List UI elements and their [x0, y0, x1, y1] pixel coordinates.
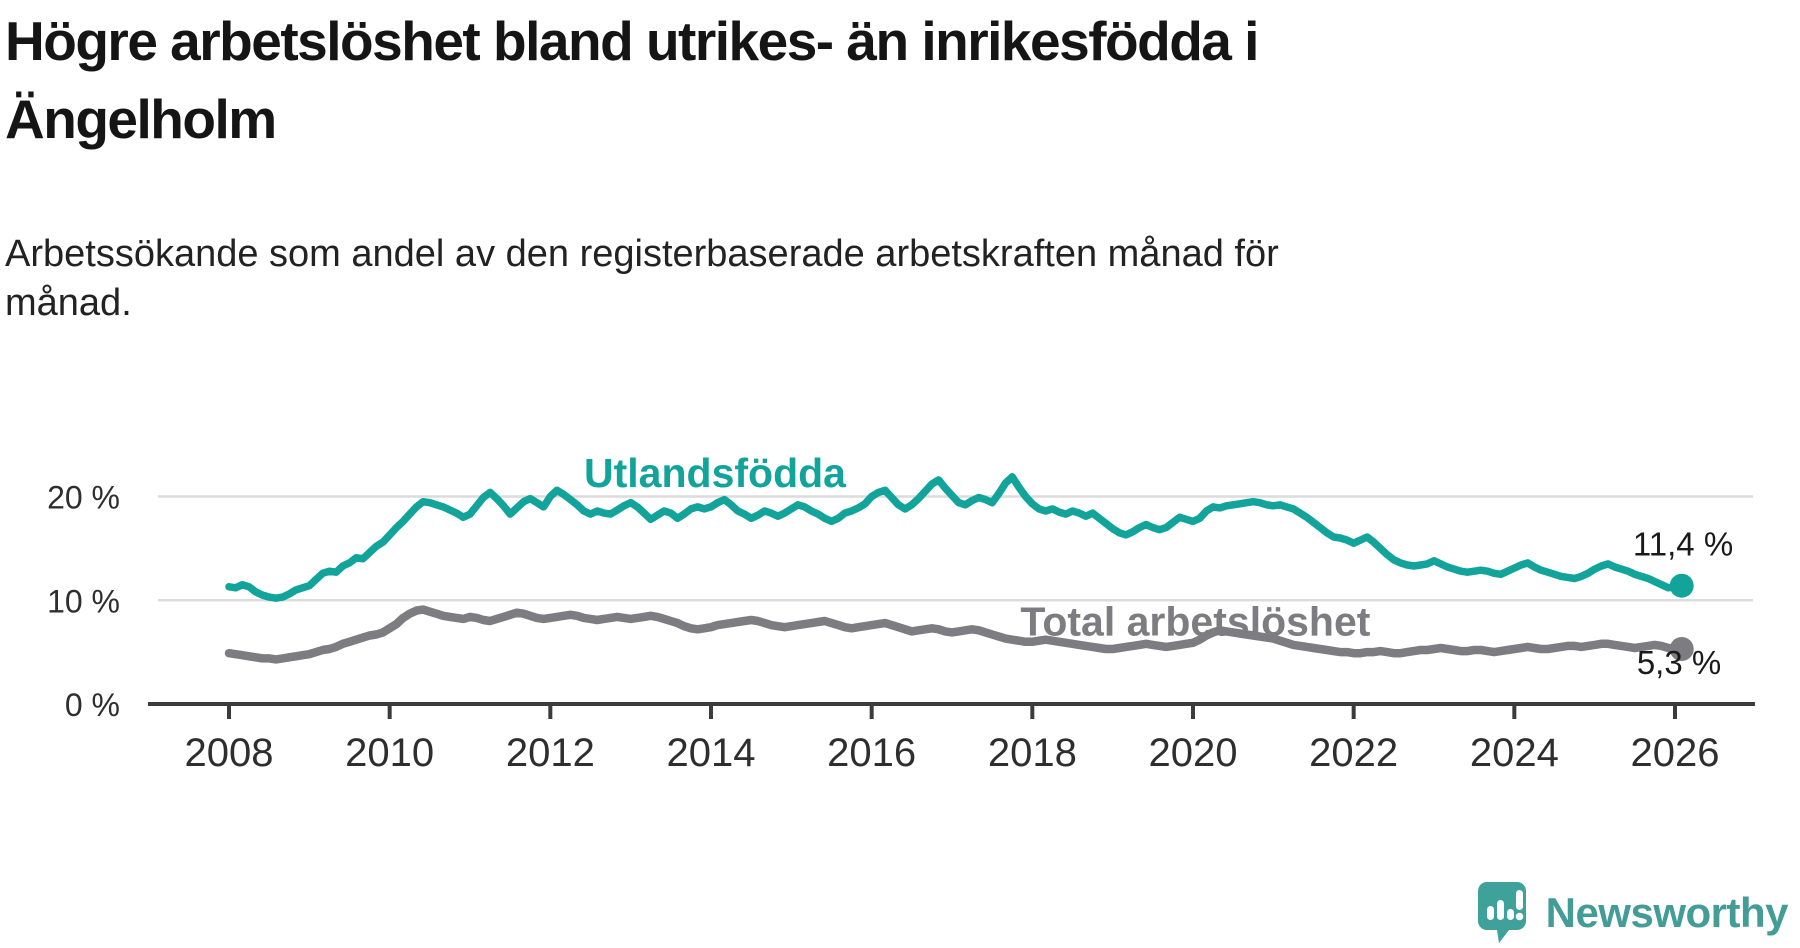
series-end-dot-utlandsfodda	[1669, 573, 1694, 598]
x-axis-label-2008: 2008	[185, 731, 274, 775]
x-axis-label-2020: 2020	[1149, 731, 1238, 775]
x-axis-label-2012: 2012	[506, 731, 595, 775]
series-label-total: Total arbetslöshet	[1020, 599, 1370, 645]
x-axis-label-2024: 2024	[1470, 731, 1559, 775]
x-axis-label-2026: 2026	[1631, 731, 1720, 775]
newsworthy-brand: Newsworthy	[1477, 882, 1789, 944]
x-axis-label-2010: 2010	[345, 731, 434, 775]
x-axis-label-2014: 2014	[667, 731, 756, 775]
page-title-line-1: Högre arbetslöshet bland utrikes- än inr…	[5, 10, 1259, 72]
page-title-line-2: Ängelholm	[5, 88, 277, 150]
end-value-label-utlandsfodda: 11,4 %	[1633, 526, 1733, 563]
chart-subtitle: Arbetssökande som andel av den registerb…	[5, 230, 1279, 328]
chart-subtitle-line-1: Arbetssökande som andel av den registerb…	[5, 233, 1279, 275]
chart-subtitle-line-2: månad.	[5, 282, 132, 324]
x-axis-label-2022: 2022	[1309, 731, 1398, 775]
x-axis-label-2018: 2018	[988, 731, 1077, 775]
x-axis-label-2016: 2016	[827, 731, 916, 775]
chart-header: Högre arbetslöshet bland utrikes- än inr…	[5, 2, 1259, 158]
end-value-label-total: 5,3 %	[1637, 644, 1721, 681]
series-line-total	[224, 605, 1686, 664]
y-axis-label-20: 20 %	[47, 480, 120, 516]
series-end-dot-total	[1669, 637, 1694, 662]
newsworthy-logo-icon	[1477, 882, 1526, 943]
series-line-utlandsfodda	[225, 473, 1686, 602]
newsworthy-brand-text: Newsworthy	[1545, 889, 1789, 936]
y-axis-label-10: 10 %	[47, 583, 120, 619]
series-label-utlandsfodda: Utlandsfödda	[584, 450, 847, 496]
y-axis-label-0: 0 %	[65, 687, 120, 723]
